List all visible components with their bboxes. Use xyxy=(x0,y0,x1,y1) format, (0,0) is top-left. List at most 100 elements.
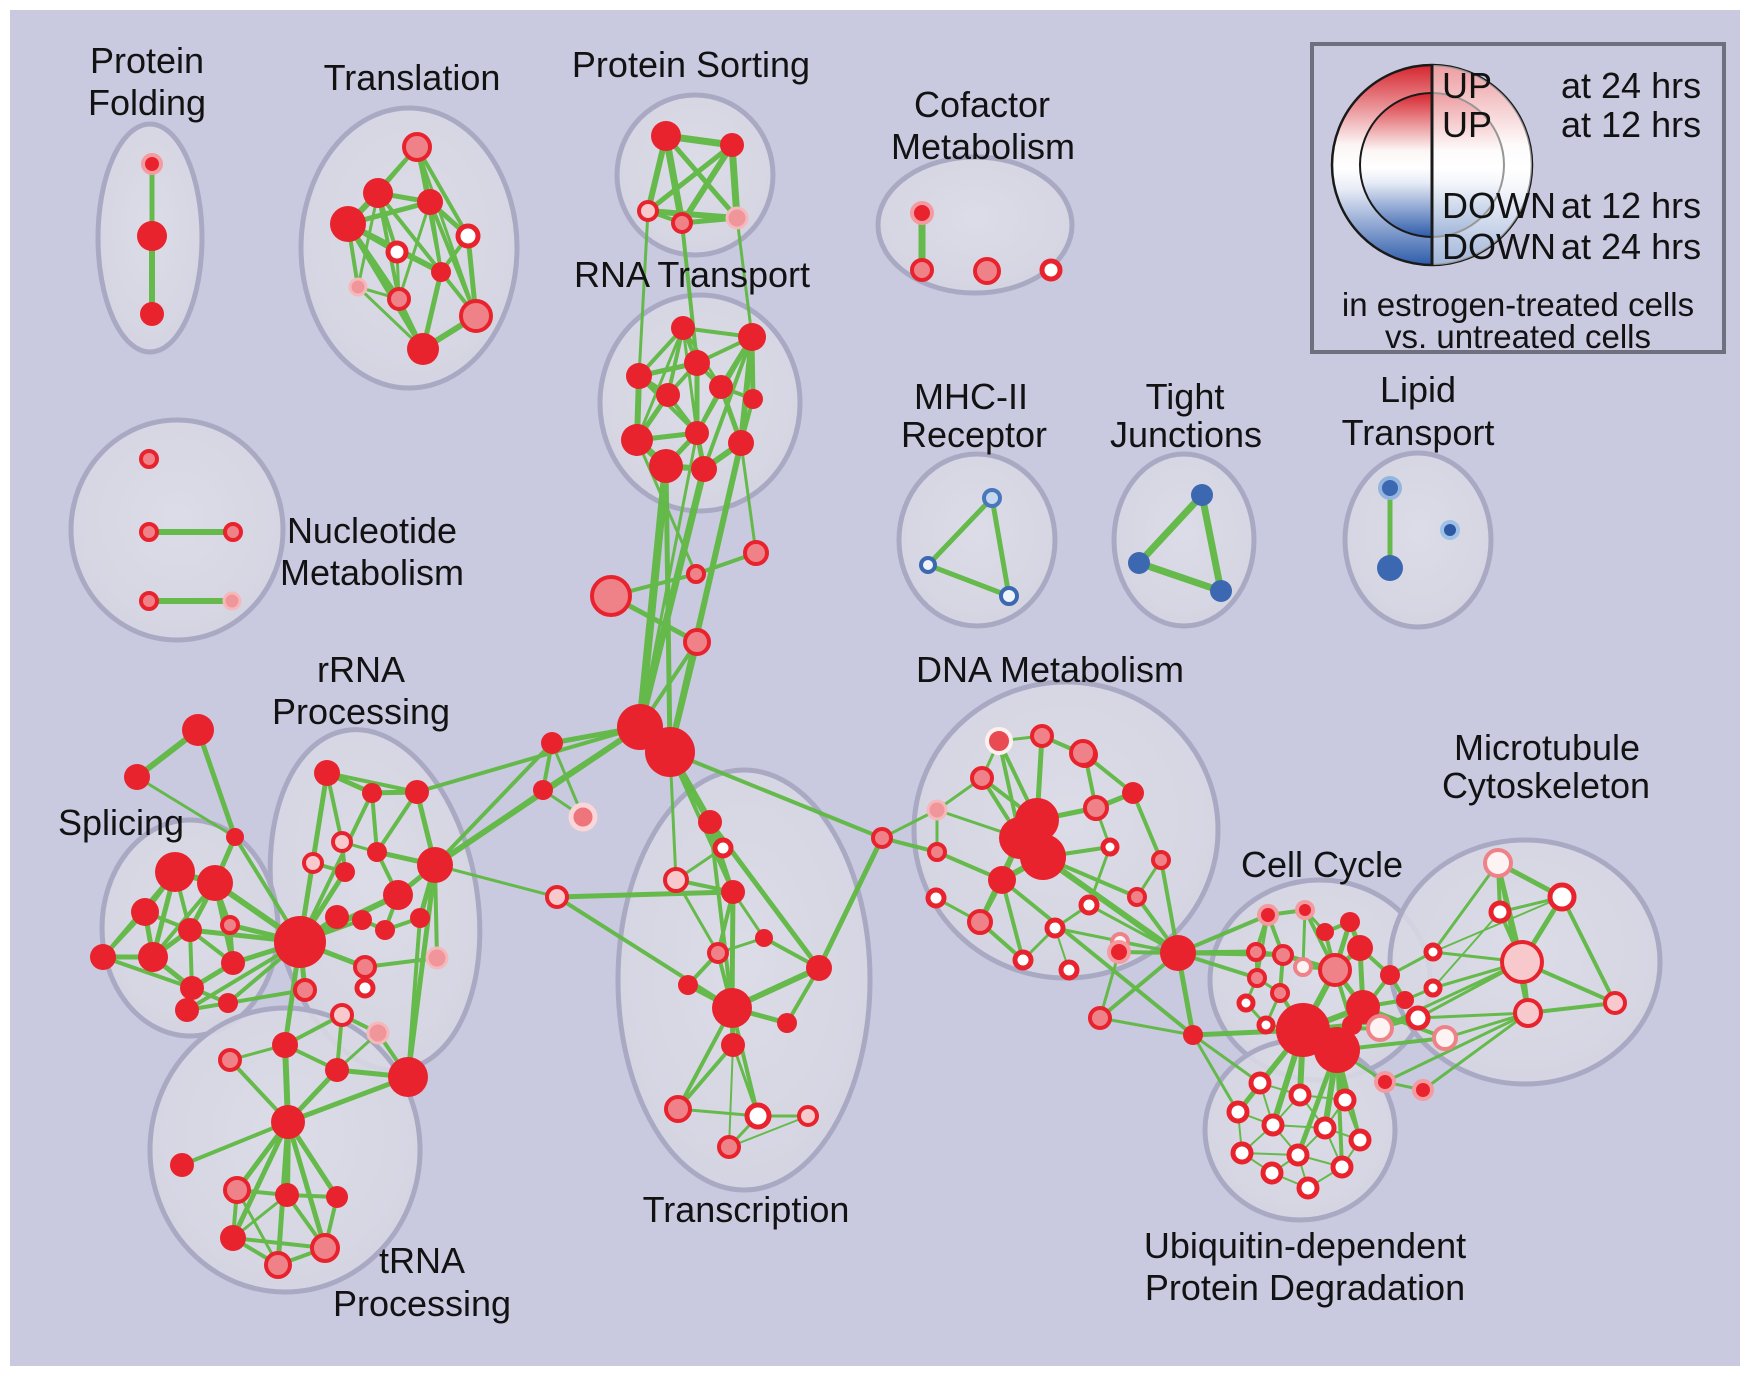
edge xyxy=(1000,878,1195,1037)
edge xyxy=(433,788,545,867)
gene-node xyxy=(367,842,387,862)
gene-node xyxy=(331,831,353,853)
gene-node xyxy=(155,852,195,892)
gene-node xyxy=(425,946,449,970)
gene-node xyxy=(197,865,233,901)
cluster-label-protein-sorting: Protein Sorting xyxy=(572,44,810,85)
gene-node xyxy=(1423,942,1443,962)
gene-node xyxy=(387,287,411,311)
gene-node xyxy=(1488,900,1512,924)
gene-node xyxy=(218,993,238,1013)
gene-node xyxy=(1500,940,1544,984)
gene-node xyxy=(348,277,368,297)
gene-node xyxy=(1127,887,1147,907)
cluster-ellipse-transcription xyxy=(615,767,873,1193)
gene-node xyxy=(1128,552,1150,574)
gene-node xyxy=(663,867,689,893)
edge xyxy=(728,141,741,222)
gene-node xyxy=(1377,555,1403,581)
edge xyxy=(728,1044,734,1148)
gene-node xyxy=(170,1153,194,1177)
edge xyxy=(1198,491,1225,595)
legend-footer-line: in estrogen-treated cells xyxy=(1342,286,1694,323)
gene-node xyxy=(728,430,754,456)
cluster-label-trna-processing: Processing xyxy=(333,1283,511,1324)
edge xyxy=(135,775,237,839)
gene-node xyxy=(985,727,1013,755)
edge xyxy=(728,1115,809,1148)
gene-node xyxy=(275,1183,299,1207)
edge xyxy=(739,441,758,555)
edge xyxy=(1131,791,1163,862)
edge xyxy=(185,988,307,1012)
legend-updown-glyph xyxy=(1330,63,1534,267)
gene-node xyxy=(1058,959,1080,981)
gene-node xyxy=(590,575,632,617)
gene-node xyxy=(274,916,326,968)
gene-node xyxy=(139,591,159,611)
edge xyxy=(679,142,735,226)
gene-node xyxy=(691,456,717,482)
gene-node xyxy=(664,1095,692,1123)
gene-node xyxy=(1246,942,1266,962)
edge xyxy=(415,725,642,794)
gene-node xyxy=(725,206,749,230)
cluster-label-splicing: Splicing xyxy=(58,802,184,843)
gene-node xyxy=(671,316,695,340)
legend-row-time: at 24 hrs xyxy=(1561,226,1701,267)
edge xyxy=(635,326,685,442)
gene-node xyxy=(1380,965,1400,985)
gene-node xyxy=(621,424,653,456)
cluster-label-ubiquitin-dependent-protein-degradation: Protein Degradation xyxy=(1145,1267,1465,1308)
gene-node xyxy=(1330,1155,1354,1179)
cluster-label-tight-junctions: Tight xyxy=(1146,376,1225,417)
legend-footer-line: vs. untreated cells xyxy=(1385,318,1651,355)
edge xyxy=(356,191,380,289)
gene-node xyxy=(651,121,681,151)
gene-node xyxy=(649,449,683,483)
gene-node xyxy=(755,929,773,947)
edge xyxy=(676,1043,735,1111)
gene-node xyxy=(131,898,159,926)
gene-node xyxy=(272,1032,298,1058)
legend-row-dir: DOWN xyxy=(1442,185,1556,226)
gene-node xyxy=(1378,476,1402,500)
gene-node xyxy=(645,727,695,777)
legend-row-time: at 12 hrs xyxy=(1561,104,1701,145)
edge xyxy=(645,142,735,214)
gene-node xyxy=(405,780,429,804)
gene-node xyxy=(1286,1143,1310,1167)
gene-node xyxy=(1296,1176,1320,1200)
gene-node xyxy=(139,522,159,542)
gene-node xyxy=(1295,900,1315,920)
cluster-label-cell-cycle: Cell Cycle xyxy=(1241,844,1403,885)
edge xyxy=(674,878,720,955)
gene-node xyxy=(973,257,1001,285)
gene-node xyxy=(1020,834,1066,880)
gene-node xyxy=(1483,848,1513,878)
cluster-label-rna-transport: RNA Transport xyxy=(574,254,810,295)
gene-node xyxy=(138,942,168,972)
cluster-label-ubiquitin-dependent-protein-degradation: Ubiquitin-dependent xyxy=(1144,1225,1466,1266)
gene-node xyxy=(1226,1100,1250,1124)
gene-node xyxy=(1348,1128,1372,1152)
gene-node xyxy=(709,375,733,399)
gene-node xyxy=(988,866,1016,894)
gene-node xyxy=(1423,978,1443,998)
gene-node xyxy=(925,887,947,909)
edge xyxy=(1098,1016,1195,1037)
gene-node xyxy=(717,1135,741,1159)
gene-node xyxy=(330,206,366,242)
gene-node xyxy=(1261,1113,1285,1137)
gene-node xyxy=(1347,935,1373,961)
gene-node xyxy=(637,200,659,222)
gene-node xyxy=(541,732,563,754)
edge xyxy=(1431,861,1500,954)
cluster-label-microtubule-cytoskeleton: Microtubule xyxy=(1454,727,1640,768)
cluster-label-lipid-transport: Transport xyxy=(1342,412,1495,453)
gene-node xyxy=(1151,850,1171,870)
cluster-label-translation: Translation xyxy=(324,57,501,98)
gene-node xyxy=(1340,912,1360,932)
gene-node xyxy=(222,591,242,611)
